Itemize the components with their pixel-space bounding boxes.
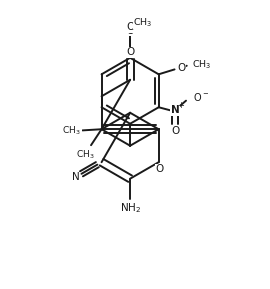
Text: CH$_3$: CH$_3$ [76, 148, 95, 161]
Text: CH$_3$: CH$_3$ [132, 15, 151, 27]
Text: O: O [156, 164, 164, 174]
Text: O: O [178, 63, 186, 73]
Text: +: + [177, 101, 184, 110]
Text: N: N [72, 172, 79, 182]
Text: O$^-$: O$^-$ [193, 91, 210, 103]
Text: CH$_3$: CH$_3$ [133, 16, 153, 29]
Text: NH$_2$: NH$_2$ [120, 201, 141, 215]
Text: O: O [126, 47, 134, 57]
Text: O: O [171, 126, 179, 136]
Text: CH$_3$: CH$_3$ [62, 124, 81, 137]
Text: O: O [126, 26, 134, 36]
Text: CH$_3$: CH$_3$ [192, 59, 211, 71]
Text: O: O [126, 22, 134, 32]
Text: N: N [171, 105, 179, 115]
